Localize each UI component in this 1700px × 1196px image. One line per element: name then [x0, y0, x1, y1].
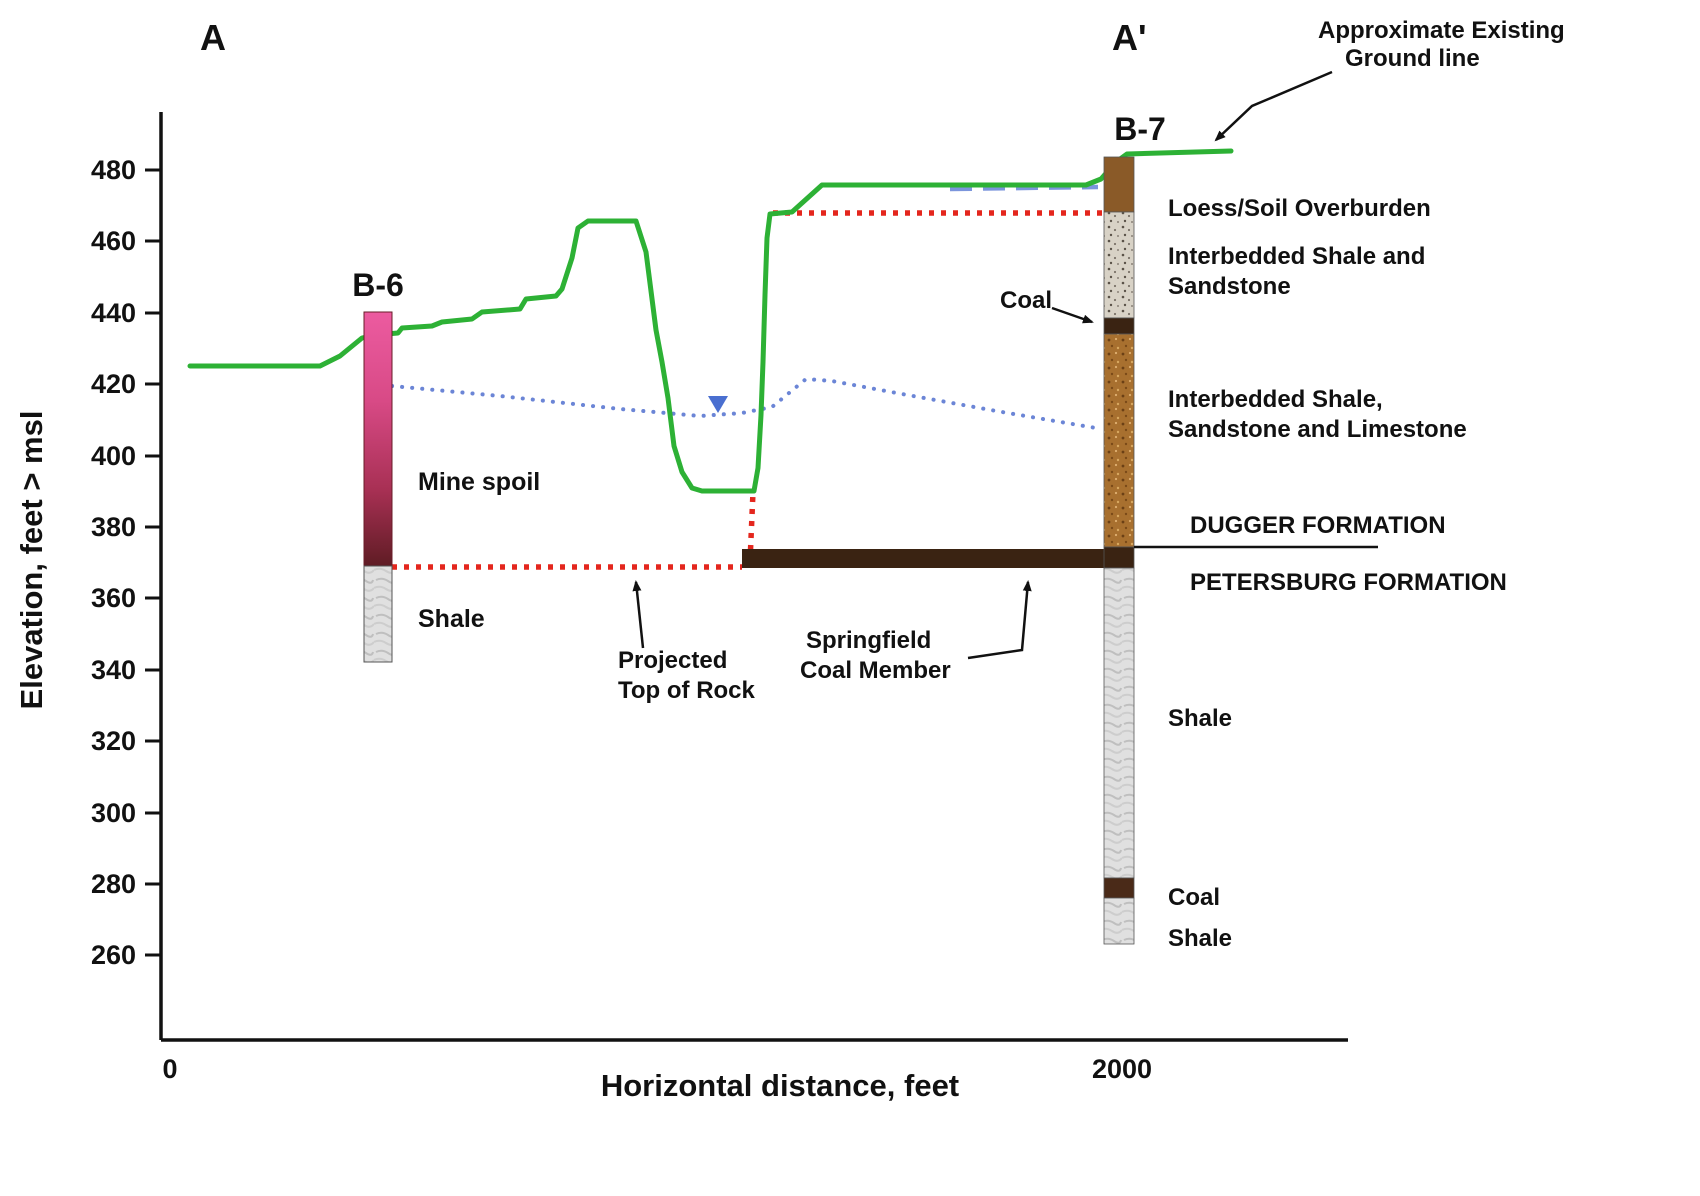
perched-water-dashed-line [949, 184, 1099, 192]
y-tick-label: 380 [91, 512, 136, 542]
loess-overburden-label: Loess/Soil Overburden [1168, 195, 1431, 222]
y-axis-title: Elevation, feet > msl [14, 411, 49, 710]
b6-shale-layer [363, 565, 393, 663]
projected-top-of-rock-label-line2: Top of Rock [618, 677, 756, 704]
dugger-formation-label: DUGGER FORMATION [1190, 512, 1446, 539]
y-tick-label: 300 [91, 798, 136, 828]
projected-top-of-rock-line [392, 210, 1102, 570]
interbedded-shale-sandstone-limestone-label-line1: Interbedded Shale, [1168, 386, 1383, 413]
b7-loess-layer [1103, 156, 1135, 213]
y-axis-tick-labels: 480 460 440 420 400 380 360 340 320 300 … [91, 155, 136, 970]
approx-ground-line-arrow [1214, 70, 1333, 142]
borehole-b6-label: B-6 [352, 267, 404, 303]
y-tick-label: 420 [91, 369, 136, 399]
borehole-b6-column [363, 311, 393, 663]
b7-interbedded-shale-sandstone-layer [1103, 211, 1135, 319]
interbedded-shale-sandstone-label-line1: Interbedded Shale and [1168, 243, 1425, 270]
x-tick-label: 0 [162, 1054, 177, 1084]
interbedded-shale-sandstone-label-line2: Sandstone [1168, 273, 1291, 300]
approx-ground-line-label-line2: Ground line [1345, 45, 1480, 72]
y-axis-ticks [145, 168, 161, 957]
section-label-a-prime: A' [1112, 17, 1147, 58]
b7-bottom-shale-label: Shale [1168, 925, 1232, 952]
y-tick-label: 360 [91, 583, 136, 613]
projected-top-of-rock-arrow [632, 580, 645, 649]
borehole-b7-column [1103, 156, 1135, 945]
b7-springfield-coal-layer [1103, 546, 1135, 569]
springfield-coal-seam-bar [742, 549, 1106, 568]
y-tick-label: 320 [91, 726, 136, 756]
b7-shale-layer [1103, 567, 1135, 879]
x-tick-label: 2000 [1092, 1054, 1152, 1084]
water-table-symbol [708, 396, 728, 413]
mine-spoil-label: Mine spoil [418, 468, 540, 496]
approx-ground-line-label-line1: Approximate Existing [1318, 17, 1565, 44]
petersburg-formation-label: PETERSBURG FORMATION [1190, 569, 1507, 596]
y-tick-label: 260 [91, 940, 136, 970]
upper-coal-arrow [1051, 306, 1094, 324]
y-tick-label: 460 [91, 226, 136, 256]
section-label-a: A [200, 17, 226, 58]
b7-upper-coal-layer [1103, 317, 1135, 335]
b7-interbedded-shale-sandstone-limestone-layer [1103, 333, 1135, 548]
y-tick-label: 280 [91, 869, 136, 899]
b7-lower-coal-label: Coal [1168, 884, 1220, 911]
b6-mine-spoil-layer [363, 311, 393, 567]
springfield-coal-arrow [967, 580, 1032, 660]
y-tick-label: 340 [91, 655, 136, 685]
b6-shale-label: Shale [418, 605, 485, 633]
b7-lower-coal-layer [1103, 877, 1135, 899]
y-tick-label: 480 [91, 155, 136, 185]
b7-shale-label: Shale [1168, 705, 1232, 732]
interbedded-shale-sandstone-limestone-label-line2: Sandstone and Limestone [1168, 416, 1467, 443]
springfield-coal-label-line1: Springfield [806, 627, 931, 654]
water-table-line [390, 376, 1098, 430]
x-axis-title: Horizontal distance, feet [601, 1068, 959, 1103]
b7-bottom-shale-layer [1103, 897, 1135, 945]
borehole-b7-label: B-7 [1114, 111, 1166, 147]
y-tick-label: 440 [91, 298, 136, 328]
y-tick-label: 400 [91, 441, 136, 471]
springfield-coal-label-line2: Coal Member [800, 657, 951, 684]
upper-coal-label: Coal [1000, 287, 1052, 314]
projected-top-of-rock-label-line1: Projected [618, 647, 727, 674]
ground-surface-line [187, 148, 1234, 494]
